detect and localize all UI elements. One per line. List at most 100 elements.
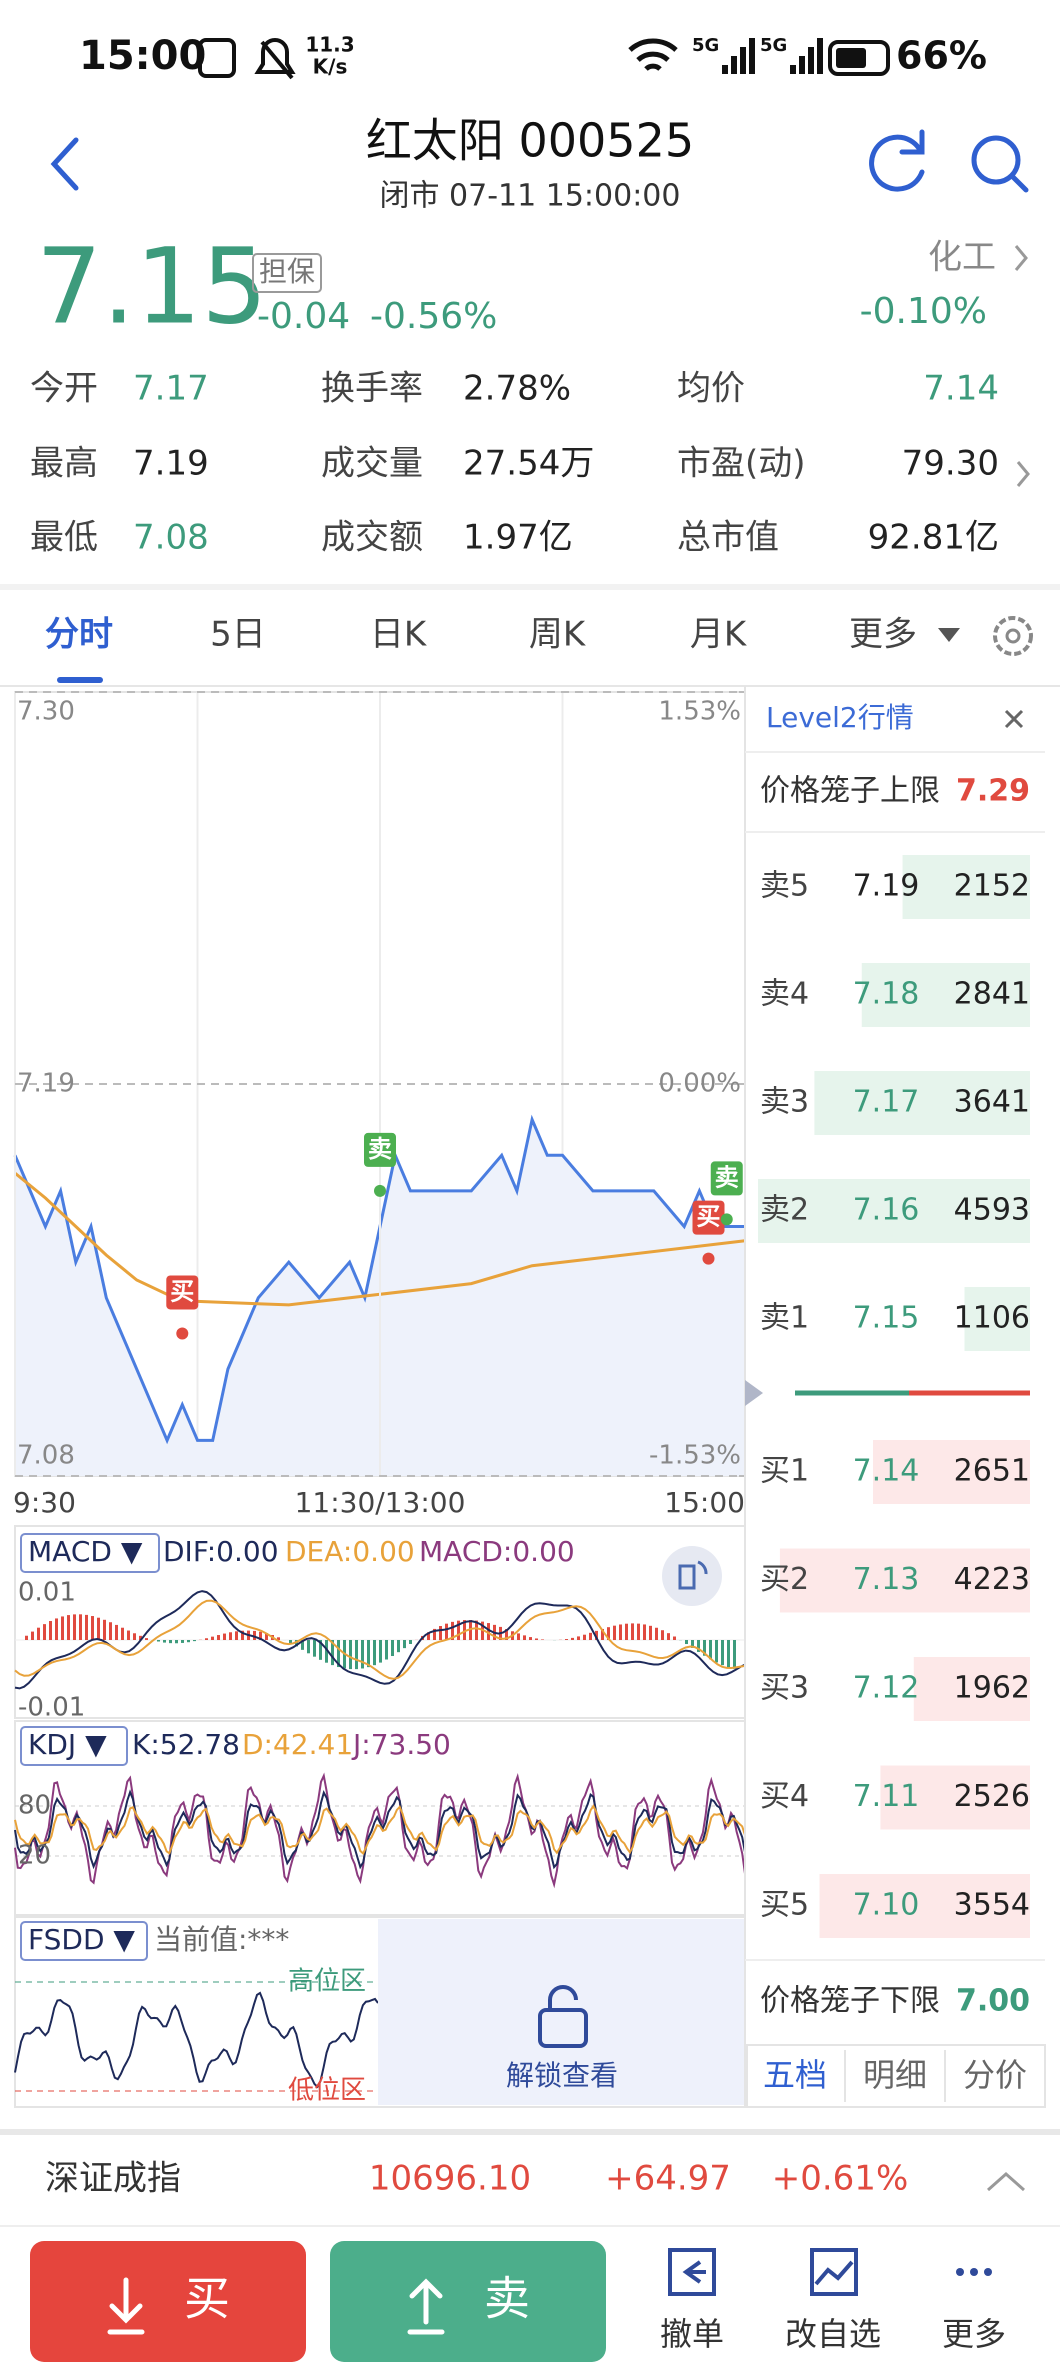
buy-icon [107,2277,145,2335]
macd-bar-decor [55,1618,58,1640]
macd-bar-decor [349,1640,352,1670]
tab[interactable]: 5日 [210,615,266,655]
expand-chevron[interactable] [987,2171,1025,2192]
buy-label: 买 [184,2272,230,2326]
indicator-value: K:52.78 [132,1728,240,1761]
d-decor [14,1804,746,1856]
macd-bar-decor [25,1635,28,1640]
macd-bar-decor [541,1639,544,1640]
signal-bar [722,65,728,74]
y2-tick-label: 0.00% [658,1069,741,1099]
index-value: 10696.10 [369,2159,531,2199]
macd-bar-decor [727,1640,730,1668]
macd-bar-decor [139,1635,142,1640]
macd-bar-decor [91,1616,94,1640]
buy-button[interactable] [30,2241,306,2362]
signal-bar [790,65,796,74]
index-bar-bg[interactable] [0,2132,1060,2226]
action-label[interactable]: 改自选 [785,2315,881,2353]
lock-body[interactable] [538,2008,588,2048]
macd-bar-decor [391,1640,394,1657]
macd-bar-decor [673,1636,676,1640]
unlock-label[interactable]: 解锁查看 [506,2059,618,2092]
tab[interactable]: 周K [529,615,587,655]
macd-bar-decor [529,1637,532,1640]
level-label: 卖4 [760,977,809,1012]
macd-bar-decor [373,1640,376,1666]
macd-bar-decor [601,1628,604,1640]
battery-level [836,48,866,68]
limit-value: 7.00 [956,1984,1030,2019]
tab[interactable]: 更多 [849,615,917,655]
orderbook-tab[interactable]: 分价 [963,2056,1027,2094]
macd-bar-decor [463,1620,466,1640]
macd-bar-decor [361,1640,364,1669]
limit-label: 价格笼子上限 [760,774,940,809]
macd-bar-decor [145,1638,148,1640]
indicator-value: 当前值:*** [154,1923,289,1956]
sell-button[interactable] [330,2241,606,2362]
level-price: 7.17 [853,1085,920,1120]
net-speed-unit: K/s [313,55,348,79]
x-tick-label: 11:30/13:00 [295,1486,466,1519]
macd-bar-decor [43,1624,46,1640]
macd-bar-decor [241,1630,244,1640]
rotate-button[interactable] [662,1546,722,1606]
tab[interactable]: 日K [370,615,428,655]
stats-chevron [1016,461,1030,487]
tab[interactable]: 分时 [45,615,113,655]
macd-bar-decor [277,1637,280,1640]
refresh-button[interactable] [869,129,925,192]
volume-bar [913,1657,1030,1721]
trade-marker-label: 买 [697,1203,721,1231]
volume-bar [814,1071,1030,1135]
signal-bar [808,47,814,74]
level-price: 7.14 [853,1454,920,1489]
indicator-value: D:42.41 [242,1728,353,1761]
action-label[interactable]: 撤单 [660,2315,724,2353]
tab[interactable]: 月K [690,615,748,655]
level-volume: 4223 [954,1562,1030,1597]
back-button[interactable] [50,137,79,191]
level-volume: 2651 [954,1454,1030,1489]
orderbook-tab[interactable]: 明细 [863,2056,927,2094]
macd-bar-decor [49,1621,52,1640]
y2-tick-label: 1.53% [658,697,741,727]
action-label[interactable]: 更多 [942,2315,1006,2353]
macd-bar-decor [667,1633,670,1640]
indicator-selector[interactable] [20,1726,128,1766]
volume-bar [779,1548,1030,1613]
search-button[interactable] [971,135,1021,185]
macd-bar-decor [307,1640,310,1654]
signal-5g: 5G [692,35,719,56]
level-price: 7.15 [853,1301,920,1336]
macd-bar-decor [259,1631,262,1640]
trade-marker-badge [364,1132,396,1167]
level-price: 7.13 [853,1562,920,1597]
level-volume: 1106 [954,1301,1030,1336]
indicator-selector[interactable] [20,1921,148,1961]
stat-label: 总市值 [677,518,779,558]
level-label: 买2 [760,1562,809,1597]
stat-label: 最低 [30,518,98,558]
signal-bar [817,38,823,74]
macd-bar-decor [295,1640,298,1647]
macd-bar-decor [643,1624,646,1640]
axis-label: 0.01 [18,1578,76,1608]
stat-value: 2.78% [463,369,571,409]
stat-value: 7.08 [133,518,209,558]
search-handle [1009,173,1029,193]
macd-bar-decor [61,1616,64,1640]
indicator-selector[interactable] [20,1533,160,1573]
sector-name[interactable]: 化工 [928,238,996,278]
orderbook-tab[interactable]: 五档 [763,2056,827,2094]
net-speed: 11.3 [305,33,354,57]
macd-bar-decor [169,1640,172,1644]
close-button[interactable] [1004,709,1024,729]
level-price: 7.10 [853,1888,920,1923]
trade-marker-label: 买 [170,1277,194,1305]
macd-bar-decor [487,1623,490,1640]
divider-arrow [745,1380,763,1406]
settings-button[interactable] [993,616,1033,656]
